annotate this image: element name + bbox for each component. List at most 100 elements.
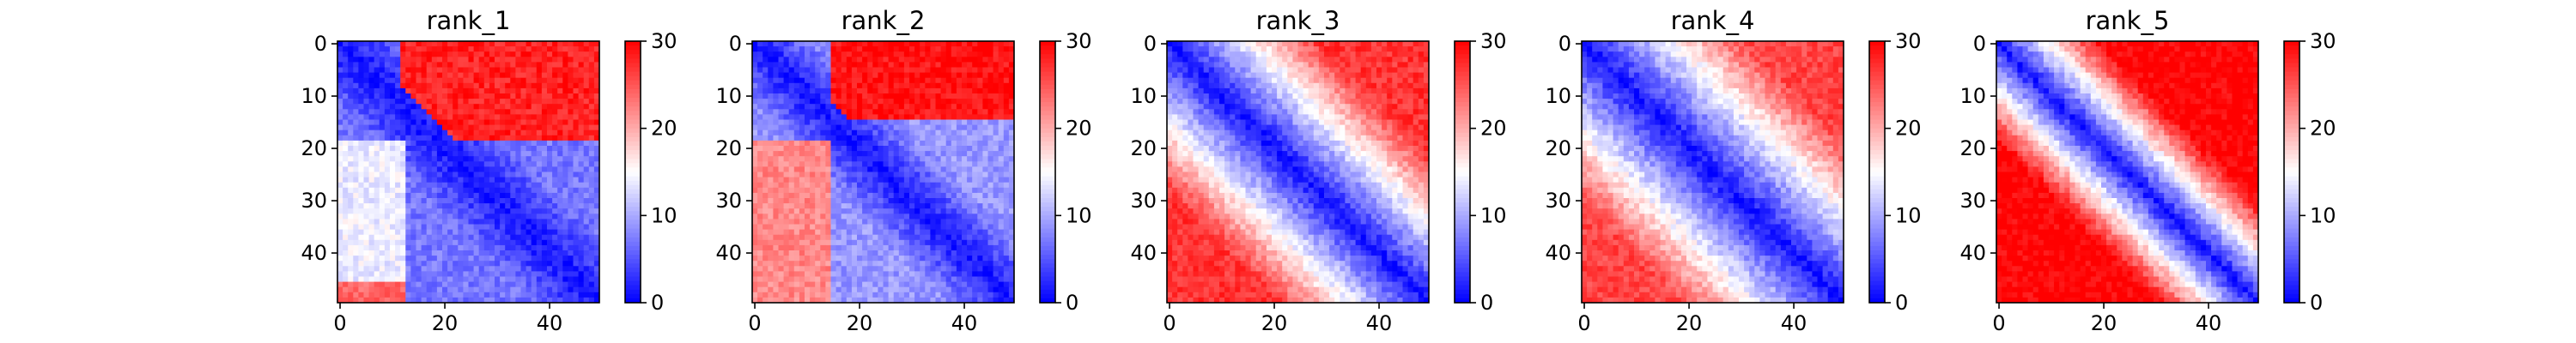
heatmap-cell [453,219,459,225]
heatmap-cell [531,276,538,282]
heatmap-cell [384,146,391,152]
heatmap-cell [353,256,359,262]
heatmap-cell [489,135,495,141]
heatmap-cell [841,208,848,214]
heatmap-cell [358,281,364,288]
heatmap-cell [416,135,422,141]
heatmap-cell [930,129,936,136]
heatmap-cell [531,104,538,110]
heatmap-cell [348,224,354,230]
heatmap-cell [810,161,816,167]
heatmap-cell [478,135,485,141]
heatmap-cell [752,182,758,189]
heatmap-cell [395,67,401,73]
heatmap-cell [967,177,973,184]
heatmap-cell [447,146,453,152]
heatmap-cell [987,266,993,272]
heatmap-cell [515,41,521,47]
heatmap-cell [431,57,438,63]
heatmap-cell [473,151,480,157]
heatmap-cell [458,67,464,73]
heatmap-cell [883,93,889,99]
heatmap-cell [909,203,915,209]
heatmap-cell [930,51,936,57]
heatmap-cell [421,198,428,204]
heatmap-cell [977,234,983,241]
heatmap-cell [395,99,401,105]
heatmap-cell [930,62,936,68]
heatmap-cell [851,281,858,288]
heatmap-cell [547,256,553,262]
heatmap-cell [520,256,526,262]
heatmap-cell [562,203,568,209]
heatmap-cell [883,87,889,94]
heatmap-cell [820,140,826,147]
heatmap-cell [510,67,516,73]
heatmap-cell [337,256,343,262]
heatmap-cell [998,266,1005,272]
heatmap-cell [793,276,800,282]
heatmap-cell [773,203,779,209]
heatmap-cell [363,224,369,230]
heatmap-cell [768,82,774,89]
heatmap-cell [505,166,511,172]
heatmap-cell [867,77,873,84]
heatmap-cell [453,140,459,147]
heatmap-cell [920,161,926,167]
heatmap-cell [815,62,821,68]
heatmap-cell [841,151,848,157]
heatmap-cell [820,229,826,236]
heatmap-cell [778,124,784,131]
heatmap-cell [820,41,826,47]
heatmap-cell [573,208,579,214]
heatmap-cell [945,187,952,194]
heatmap-cell [384,292,391,298]
heatmap-cell [872,219,878,225]
heatmap-cell [547,104,553,110]
colorbar-segment [625,285,641,291]
heatmap-cell [510,93,516,99]
heatmap-cell [1003,208,1010,214]
colorbar-segment [625,172,641,178]
heatmap-cell [909,124,915,131]
heatmap-cell [541,93,548,99]
heatmap-cell [810,177,816,184]
heatmap-cell [541,271,548,277]
heatmap-cell [536,41,543,47]
heatmap-cell [768,224,774,230]
heatmap-cell [562,67,568,73]
heatmap-cell [573,292,579,298]
heatmap-cell [505,57,511,63]
heatmap-cell [489,286,495,293]
heatmap-cell [400,151,406,157]
heatmap-cell [788,266,795,272]
heatmap-cell [888,177,895,184]
heatmap-cell [500,239,506,246]
heatmap-cell [752,82,758,89]
heatmap-cell [368,271,375,277]
heatmap-cell [368,229,375,236]
heatmap-cell [867,234,873,241]
heatmap-cell [588,41,595,47]
heatmap-cell [862,99,868,105]
heatmap-cell [531,244,538,251]
heatmap-cell [940,187,947,194]
heatmap-cell [505,219,511,225]
heatmap-cell [453,250,459,256]
heatmap-cell [515,266,521,272]
heatmap-cell [526,135,532,141]
heatmap-cell [820,104,826,110]
heatmap-cell [578,129,585,136]
heatmap-cell [920,72,926,79]
heatmap-cell [878,208,884,214]
heatmap-cell [962,281,968,288]
heatmap-cell [568,51,574,57]
heatmap-cell [400,219,406,225]
heatmap-cell [752,177,758,184]
heatmap-cell [458,256,464,262]
heatmap-cell [515,214,521,220]
heatmap-cell [489,156,495,162]
heatmap-cell [982,93,988,99]
heatmap-cell [495,244,501,251]
heatmap-cell [773,208,779,214]
